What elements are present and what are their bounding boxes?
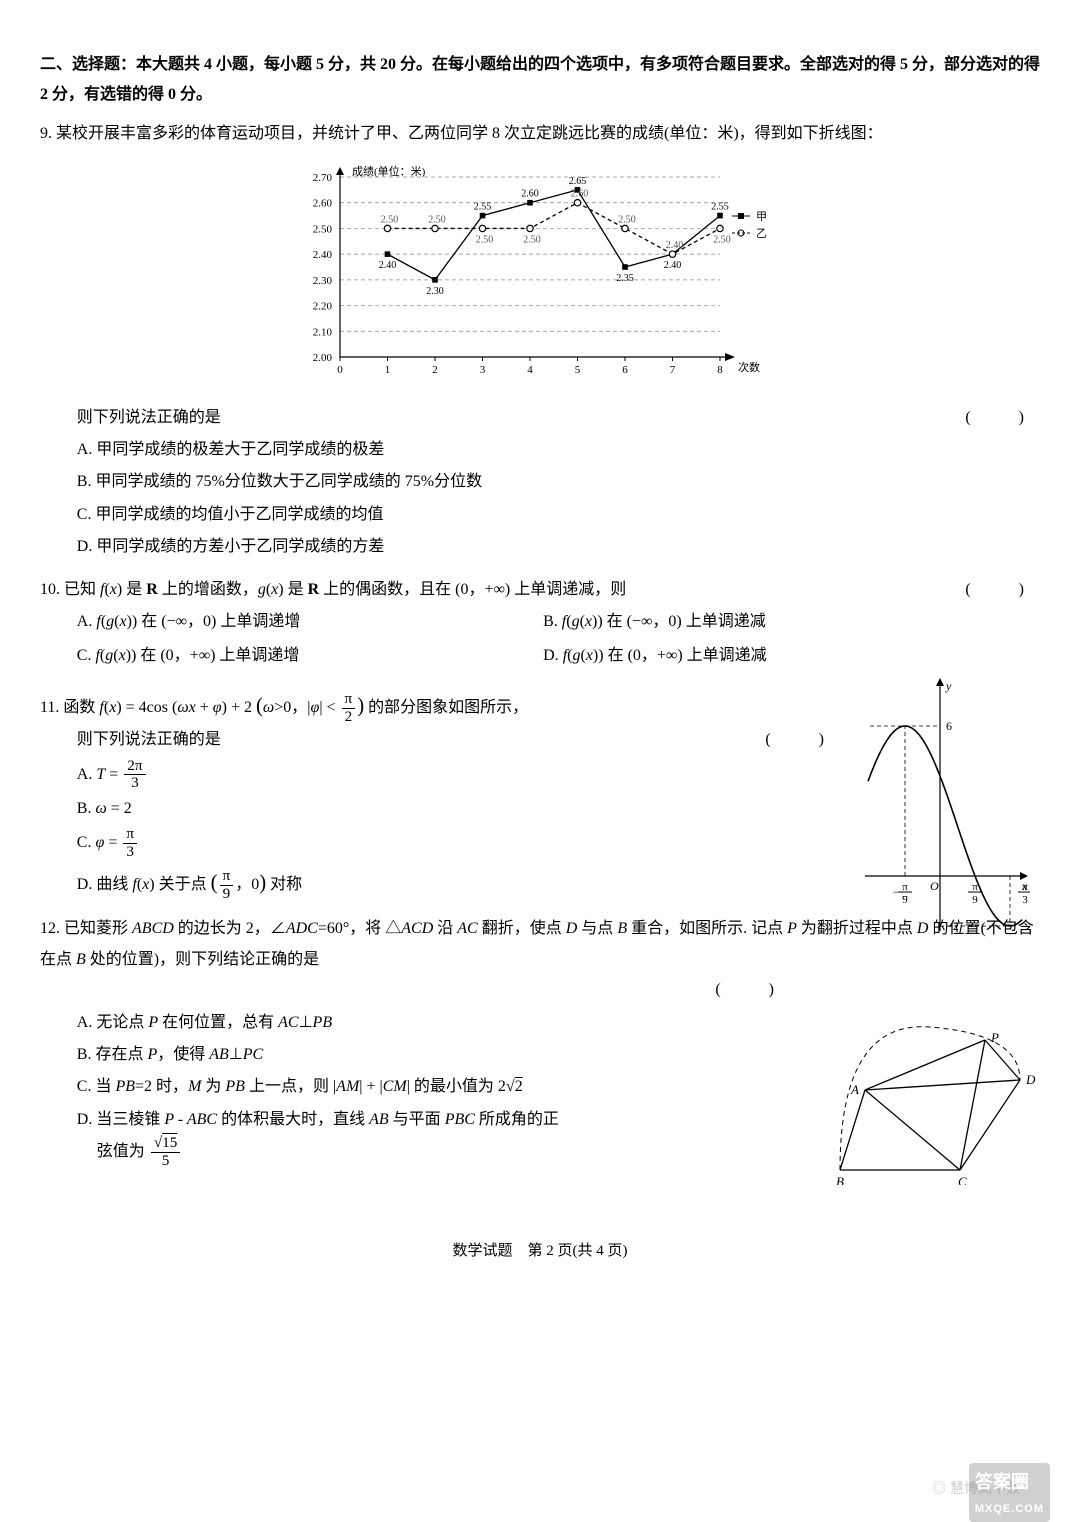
svg-text:8: 8 [717, 364, 723, 376]
q11-after-text: 则下列说法正确的是 [77, 731, 221, 748]
svg-text:2.10: 2.10 [313, 326, 333, 338]
svg-text:2.70: 2.70 [313, 172, 333, 184]
q9-option-b: B. 甲同学成绩的 75%分位数大于乙同学成绩的 75%分位数 [77, 467, 1040, 497]
svg-text:2.30: 2.30 [313, 275, 333, 287]
q11-figure: yxO−−π9π9π36−2 [860, 676, 1030, 947]
svg-text:6: 6 [946, 719, 952, 733]
svg-text:2.35: 2.35 [616, 273, 634, 284]
svg-text:成绩(单位：米): 成绩(单位：米) [352, 164, 426, 178]
q9-chart: 2.00 2.10 2.20 2.30 2.40 2.50 2.60 2.70 0 1 2 3 4 5 6 7… [40, 157, 1040, 398]
q10-options: A. f(g(x)) 在 (−∞，0) 上单调递增 B. f(g(x)) 在 (… [40, 605, 1040, 674]
q9-stem: 9. 某校开展丰富多彩的体育运动项目，并统计了甲、乙两位同学 8 次立定跳远比赛… [40, 119, 1040, 149]
svg-text:P: P [990, 1030, 999, 1045]
q12-figure: A B C D P [810, 1015, 1040, 1196]
svg-text:2: 2 [432, 364, 438, 376]
watermark-logo: 答案圈 MXQE.COM [969, 1463, 1050, 1522]
svg-text:2.50: 2.50 [313, 224, 333, 236]
svg-text:2.50: 2.50 [713, 235, 731, 246]
question-12: 12. 已知菱形 ABCD 的边长为 2，∠ADC=60°，将 △ACD 沿 A… [40, 914, 1040, 1196]
svg-text:9: 9 [902, 894, 908, 906]
svg-text:5: 5 [575, 364, 581, 376]
q10-option-a: A. f(g(x)) 在 (−∞，0) 上单调递增 [77, 607, 539, 637]
q12-stem: 12. 已知菱形 ABCD 的边长为 2，∠ADC=60°，将 △ACD 沿 A… [40, 914, 1040, 975]
svg-text:2.30: 2.30 [426, 286, 444, 297]
q9-option-a: A. 甲同学成绩的极差大于乙同学成绩的极差 [77, 435, 1040, 465]
q10-option-b: B. f(g(x)) 在 (−∞，0) 上单调递减 [543, 607, 1005, 637]
svg-text:2.50: 2.50 [476, 235, 494, 246]
svg-text:1: 1 [385, 364, 391, 376]
q12-number: 12. [40, 920, 60, 937]
svg-text:π: π [1022, 881, 1028, 893]
question-10: 10. 已知 f(x) 是 R 上的增函数，g(x) 是 R 上的偶函数，且在 … [40, 575, 1040, 674]
svg-text:C: C [958, 1174, 967, 1185]
function-graph: yxO−−π9π9π36−2 [860, 676, 1030, 936]
page-footer: 数学试题 第 2 页(共 4 页) [40, 1237, 1040, 1266]
svg-text:y: y [945, 679, 952, 693]
wm-text: 答案圈 [975, 1472, 1029, 1492]
svg-text:2.40: 2.40 [666, 240, 684, 251]
svg-text:6: 6 [622, 364, 628, 376]
q10-stem: 10. 已知 f(x) 是 R 上的增函数，g(x) 是 R 上的偶函数，且在 … [40, 575, 1040, 605]
svg-text:9: 9 [972, 894, 978, 906]
svg-text:2.40: 2.40 [313, 249, 333, 261]
answer-paren: ( ) [715, 981, 790, 998]
q9-options: A. 甲同学成绩的极差大于乙同学成绩的极差 B. 甲同学成绩的 75%分位数大于… [40, 435, 1040, 563]
svg-text:次数: 次数 [738, 360, 760, 374]
svg-text:2.50: 2.50 [428, 215, 446, 226]
answer-paren-line: ( ) [40, 975, 1040, 1005]
svg-text:2.60: 2.60 [571, 189, 589, 200]
svg-text:2.55: 2.55 [711, 202, 729, 213]
q9-number: 9. [40, 125, 52, 142]
svg-text:3: 3 [1022, 894, 1028, 906]
answer-paren: ( ) [965, 403, 1040, 433]
svg-text:2.65: 2.65 [569, 176, 587, 187]
svg-text:2.50: 2.50 [523, 235, 541, 246]
svg-text:0: 0 [337, 364, 343, 376]
svg-text:乙: 乙 [756, 227, 767, 240]
svg-text:7: 7 [670, 364, 676, 376]
svg-text:D: D [1025, 1072, 1036, 1087]
question-9: 9. 某校开展丰富多彩的体育运动项目，并统计了甲、乙两位同学 8 次立定跳远比赛… [40, 119, 1040, 563]
geometry-figure: A B C D P [810, 1015, 1040, 1185]
q10-option-d: D. f(g(x)) 在 (0，+∞) 上单调递减 [543, 641, 1005, 671]
svg-text:π: π [902, 881, 908, 893]
question-11: yxO−−π9π9π36−2 11. 函数 f(x) = 4cos (ωx + … [40, 686, 1040, 903]
answer-paren: ( ) [965, 575, 1040, 605]
q10-option-c: C. f(g(x)) 在 (0，+∞) 上单调递增 [77, 641, 539, 671]
q9-after: 则下列说法正确的是 ( ) [40, 403, 1040, 433]
q11-number: 11. [40, 699, 59, 716]
wm-sub: MXQE.COM [975, 1499, 1044, 1520]
svg-text:2.20: 2.20 [313, 301, 333, 313]
q9-option-c: C. 甲同学成绩的均值小于乙同学成绩的均值 [77, 500, 1040, 530]
svg-text:4: 4 [527, 364, 533, 376]
svg-text:A: A [850, 1082, 859, 1097]
line-chart: 2.00 2.10 2.20 2.30 2.40 2.50 2.60 2.70 0 1 2 3 4 5 6 7… [280, 157, 800, 387]
svg-text:2.60: 2.60 [313, 198, 333, 210]
q9-after-text: 则下列说法正确的是 [77, 409, 221, 426]
svg-text:2.40: 2.40 [379, 260, 397, 271]
svg-text:B: B [836, 1174, 844, 1185]
answer-paren: ( ) [765, 725, 840, 755]
svg-text:2.00: 2.00 [313, 352, 333, 364]
svg-text:3: 3 [480, 364, 486, 376]
section-header: 二、选择题：本大题共 4 小题，每小题 5 分，共 20 分。在每小题给出的四个… [40, 50, 1040, 111]
svg-text:2.60: 2.60 [521, 189, 539, 200]
svg-text:甲: 甲 [756, 211, 767, 223]
q9-option-d: D. 甲同学成绩的方差小于乙同学成绩的方差 [77, 532, 1040, 562]
svg-text:2.50: 2.50 [381, 215, 399, 226]
q10-number: 10. [40, 581, 60, 598]
svg-text:2.50: 2.50 [618, 215, 636, 226]
svg-text:2.40: 2.40 [664, 260, 682, 271]
svg-text:O: O [930, 879, 939, 893]
svg-text:2.55: 2.55 [474, 202, 492, 213]
q9-text: 某校开展丰富多彩的体育运动项目，并统计了甲、乙两位同学 8 次立定跳远比赛的成绩… [56, 125, 883, 142]
